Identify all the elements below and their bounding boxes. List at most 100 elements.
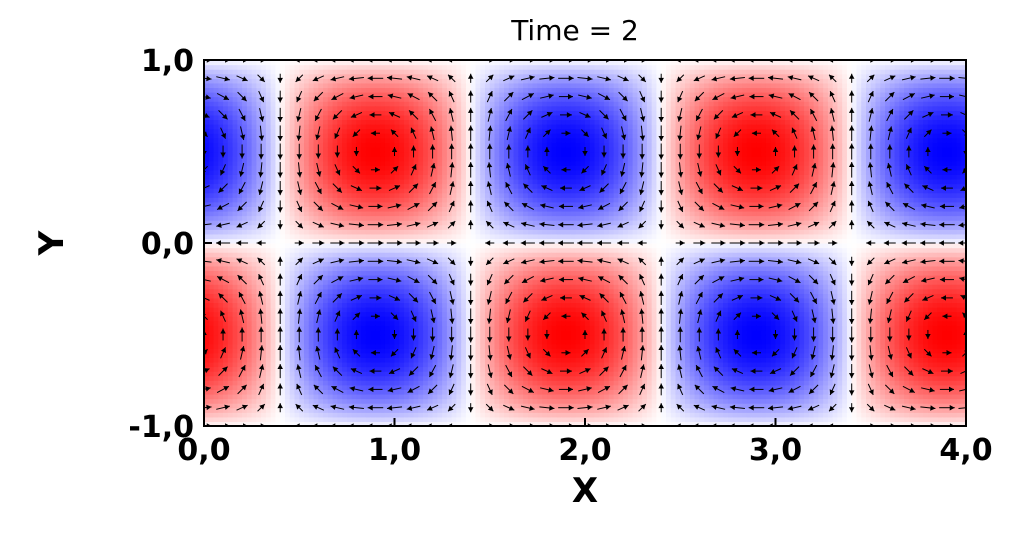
heat-cell: [389, 384, 396, 390]
heat-cell: [380, 343, 386, 349]
heat-cell: [375, 329, 381, 336]
heat-cell: [261, 297, 267, 304]
heat-cell: [475, 325, 481, 331]
heat-cell: [313, 284, 319, 290]
heat-cell: [346, 87, 353, 93]
heat-cell: [251, 412, 257, 418]
heat-cell: [342, 101, 348, 107]
heat-cell: [389, 288, 396, 294]
heat-cell: [432, 229, 438, 235]
heat-cell: [346, 78, 353, 84]
heat-cell: [246, 302, 253, 308]
heat-cell: [284, 165, 291, 171]
heat-cell: [432, 69, 438, 75]
heat-cell: [480, 69, 486, 75]
heat-cell: [265, 339, 272, 345]
heat-cell: [446, 201, 453, 207]
heat-cell: [375, 87, 381, 93]
heat-cell: [423, 421, 429, 426]
heat-cell: [446, 105, 453, 111]
heat-cell: [304, 307, 310, 313]
heat-cell: [294, 380, 300, 386]
heat-cell: [427, 133, 434, 139]
heat-cell: [418, 297, 424, 304]
heat-cell: [432, 348, 438, 354]
heat-cell: [365, 92, 372, 98]
heat-cell: [246, 366, 253, 372]
heat-cell: [218, 105, 224, 111]
heat-cell: [446, 361, 453, 368]
heat-cell: [213, 293, 219, 299]
heat-cell: [380, 146, 386, 153]
heat-cell: [423, 183, 429, 189]
heat-cell: [380, 334, 386, 340]
heat-cell: [465, 380, 472, 386]
heat-cell: [256, 174, 262, 180]
heat-cell: [275, 96, 281, 102]
heat-cell: [208, 325, 215, 331]
heat-cell: [346, 393, 353, 400]
heat-cell: [299, 192, 305, 198]
heat-cell: [404, 398, 410, 404]
heat-cell: [251, 275, 257, 281]
heat-cell: [242, 393, 248, 400]
heat-cell: [242, 146, 248, 153]
heat-cell: [484, 133, 491, 139]
heat-cell: [418, 220, 424, 226]
heat-cell: [275, 137, 281, 143]
heat-cell: [237, 307, 243, 313]
heat-cell: [351, 192, 357, 198]
heat-cell: [399, 403, 405, 409]
heat-cell: [332, 73, 338, 79]
heat-cell: [308, 220, 315, 226]
heat-cell: [304, 366, 310, 372]
heat-cell: [327, 105, 334, 111]
heat-cell: [370, 64, 377, 70]
heat-cell: [494, 192, 500, 198]
heat-cell: [484, 361, 491, 368]
heat-cell: [275, 302, 281, 308]
heat-cell: [237, 114, 243, 121]
heat-cell: [256, 60, 262, 66]
heat-cell: [394, 320, 400, 326]
heat-cell: [232, 389, 238, 395]
heat-cell: [365, 220, 372, 226]
heat-cell: [204, 146, 210, 153]
heat-cell: [365, 334, 372, 340]
heat-cell: [351, 82, 357, 89]
heat-cell: [465, 128, 472, 134]
heat-cell: [389, 275, 396, 281]
heat-cell: [380, 82, 386, 89]
heat-cell: [227, 197, 234, 203]
heat-cell: [380, 188, 386, 194]
heat-cell: [394, 398, 400, 404]
heat-cell: [308, 183, 315, 189]
heat-cell: [370, 60, 377, 66]
heat-cell: [408, 375, 415, 381]
heat-cell: [337, 270, 343, 276]
heat-cell: [380, 375, 386, 381]
heat-cell: [327, 174, 334, 180]
heat-cell: [227, 224, 234, 230]
heat-cell: [399, 101, 405, 107]
heat-cell: [213, 412, 219, 418]
heat-cell: [265, 261, 272, 267]
heat-cell: [242, 238, 248, 244]
heat-cell: [451, 238, 458, 244]
heat-cell: [356, 78, 362, 84]
heat-cell: [470, 165, 477, 171]
heat-cell: [265, 407, 272, 413]
heat-cell: [299, 297, 305, 304]
heat-cell: [494, 352, 500, 358]
heat-cell: [318, 82, 324, 89]
heat-cell: [461, 302, 467, 308]
heat-cell: [246, 210, 253, 217]
heat-cell: [380, 220, 386, 226]
heat-cell: [470, 160, 477, 166]
heat-cell: [318, 201, 324, 207]
heat-cell: [280, 393, 286, 400]
heat-cell: [294, 201, 300, 207]
heat-cell: [480, 252, 486, 258]
heat-cell: [294, 288, 300, 294]
